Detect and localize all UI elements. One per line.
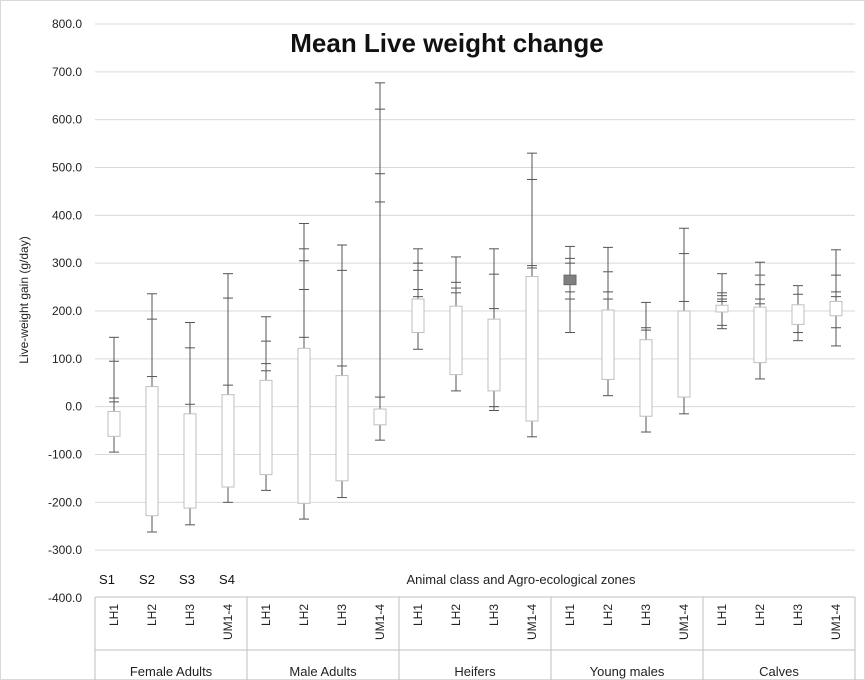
box bbox=[183, 413, 197, 509]
box bbox=[829, 300, 843, 317]
x-tick-label: LH3 bbox=[487, 604, 501, 626]
box-male-adults-um1-4 bbox=[373, 82, 387, 441]
box-heifers-lh2 bbox=[449, 256, 463, 392]
y-tick-label: -200.0 bbox=[48, 495, 82, 509]
group-label: Calves bbox=[759, 664, 799, 679]
x-tick-label: LH2 bbox=[145, 604, 159, 626]
x-tick-label: LH1 bbox=[259, 604, 273, 626]
box bbox=[791, 304, 805, 325]
x-tick-label: LH1 bbox=[563, 604, 577, 626]
boxes-layer bbox=[107, 82, 843, 533]
y-tick-label: -300.0 bbox=[48, 543, 82, 557]
box-heifers-lh3 bbox=[487, 248, 501, 411]
box-calves-um1-4 bbox=[829, 249, 843, 347]
box-heifers-um1-4 bbox=[525, 152, 539, 438]
box bbox=[221, 394, 235, 488]
box-calves-lh1 bbox=[715, 273, 729, 330]
box-heifers-lh1 bbox=[411, 248, 425, 350]
group-label: Female Adults bbox=[130, 664, 213, 679]
box-young-males-um1-4 bbox=[677, 227, 691, 415]
box bbox=[639, 339, 653, 417]
group-label: Heifers bbox=[454, 664, 496, 679]
box-calves-lh3 bbox=[791, 285, 805, 342]
y-tick-label: 100.0 bbox=[52, 352, 82, 366]
x-tick-label: UM1-4 bbox=[829, 604, 843, 640]
box-male-adults-lh2 bbox=[297, 222, 311, 520]
box-female-adults-lh3 bbox=[183, 321, 197, 526]
y-tick-label: 700.0 bbox=[52, 65, 82, 79]
y-tick-label: -400.0 bbox=[48, 591, 82, 605]
x-tick-label: LH3 bbox=[791, 604, 805, 626]
y-tick-label: 300.0 bbox=[52, 256, 82, 270]
box-female-adults-um1-4 bbox=[221, 273, 235, 503]
y-axis-tick-labels: 800.0 700.0 600.0 500.0 400.0 300.0 200.0 100.0… bbox=[48, 17, 82, 605]
x-tick-label: LH2 bbox=[601, 604, 615, 626]
box bbox=[107, 410, 121, 437]
x-tick-label: LH1 bbox=[107, 604, 121, 626]
box-calves-lh2 bbox=[753, 261, 767, 380]
side-label: S3 bbox=[179, 572, 195, 587]
x-axis-label: Animal class and Agro-ecological zones bbox=[406, 572, 636, 587]
y-tick-label: 0.0 bbox=[65, 400, 82, 414]
box bbox=[145, 386, 159, 517]
y-tick-label: 800.0 bbox=[52, 17, 82, 31]
x-category-axis: LH1 LH2 LH3 UM1-4 Female Adults LH1 LH2 LH3 UM1-… bbox=[94, 596, 856, 680]
chart-title: Mean Live weight change bbox=[290, 28, 604, 58]
box bbox=[335, 375, 349, 482]
box-female-adults-lh2 bbox=[145, 293, 159, 533]
x-tick-label: LH2 bbox=[753, 604, 767, 626]
x-tick-label: UM1-4 bbox=[221, 604, 235, 640]
box bbox=[715, 304, 729, 313]
x-tick-label: UM1-4 bbox=[677, 604, 691, 640]
box bbox=[449, 305, 463, 376]
y-tick-label: -100.0 bbox=[48, 448, 82, 462]
side-label: S4 bbox=[219, 572, 235, 587]
x-tick-label: UM1-4 bbox=[525, 604, 539, 640]
box-young-males-lh1 bbox=[563, 245, 577, 334]
x-tick-label: LH1 bbox=[411, 604, 425, 626]
x-tick-label: LH1 bbox=[715, 604, 729, 626]
y-tick-label: 500.0 bbox=[52, 161, 82, 175]
x-tick-label: LH3 bbox=[335, 604, 349, 626]
box bbox=[373, 408, 387, 426]
side-label: S2 bbox=[139, 572, 155, 587]
y-tick-label: 200.0 bbox=[52, 304, 82, 318]
box bbox=[563, 274, 577, 286]
box bbox=[753, 306, 767, 364]
box bbox=[601, 309, 615, 380]
x-tick-label: LH2 bbox=[297, 604, 311, 626]
x-tick-label: UM1-4 bbox=[373, 604, 387, 640]
side-label: S1 bbox=[99, 572, 115, 587]
box-young-males-lh3 bbox=[639, 301, 653, 433]
box-male-adults-lh3 bbox=[335, 244, 349, 499]
y-axis-label: Live-weight gain (g/day) bbox=[17, 236, 31, 363]
box bbox=[297, 347, 311, 504]
x-tick-label: LH2 bbox=[449, 604, 463, 626]
side-labels: S1 S2 S3 S4 bbox=[99, 572, 235, 587]
y-tick-label: 600.0 bbox=[52, 113, 82, 127]
box bbox=[525, 276, 539, 422]
y-tick-label: 400.0 bbox=[52, 208, 82, 222]
box bbox=[677, 310, 691, 398]
group-label: Young males bbox=[590, 664, 665, 679]
box-female-adults-lh1 bbox=[107, 336, 121, 453]
x-tick-label: LH3 bbox=[639, 604, 653, 626]
x-tick-label: LH3 bbox=[183, 604, 197, 626]
box bbox=[487, 318, 501, 392]
group-label: Male Adults bbox=[289, 664, 357, 679]
box bbox=[411, 298, 425, 334]
box-male-adults-lh1 bbox=[259, 316, 273, 491]
box bbox=[259, 379, 273, 476]
box-young-males-lh2 bbox=[601, 246, 615, 397]
